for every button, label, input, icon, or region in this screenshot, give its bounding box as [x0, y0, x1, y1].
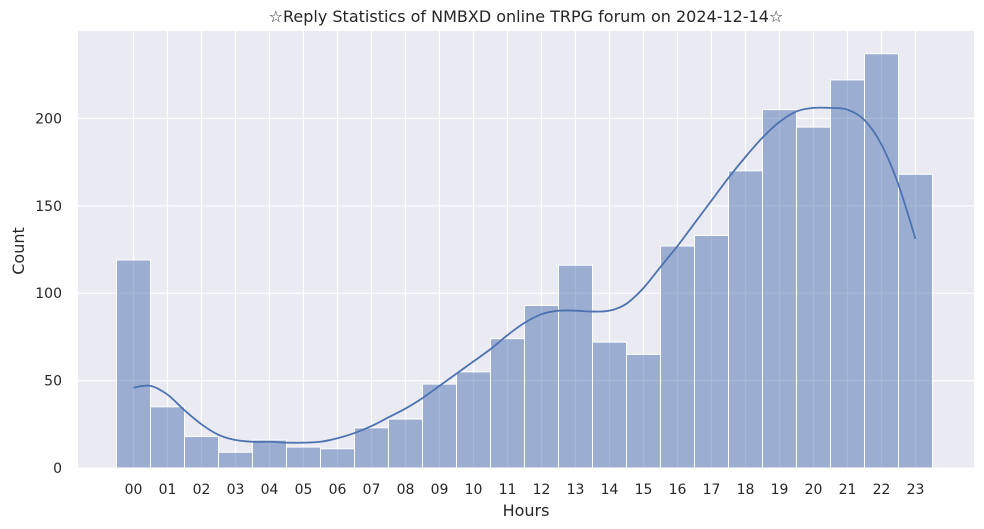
bar-01 — [150, 406, 185, 469]
x-tick-08: 08 — [397, 482, 415, 498]
kde-curve — [133, 106, 917, 444]
x-tick-07: 07 — [363, 482, 381, 498]
bar-04 — [252, 439, 287, 469]
bar-22 — [864, 53, 899, 469]
bar-18 — [728, 170, 763, 469]
x-tick-21: 21 — [839, 482, 857, 498]
y-tick-50: 50 — [44, 374, 62, 390]
bar-15 — [626, 353, 661, 469]
bar-06 — [320, 448, 355, 469]
histogram-bars — [116, 53, 933, 469]
x-tick-20: 20 — [805, 482, 823, 498]
x-tick-17: 17 — [703, 482, 721, 498]
chart-title: ☆Reply Statistics of NMBXD online TRPG f… — [269, 7, 784, 26]
x-tick-02: 02 — [193, 482, 211, 498]
bar-00 — [116, 259, 151, 469]
x-tick-03: 03 — [227, 482, 245, 498]
bar-02 — [184, 436, 219, 469]
x-tick-19: 19 — [771, 482, 789, 498]
bar-16 — [660, 245, 695, 469]
x-tick-23: 23 — [907, 482, 925, 498]
x-tick-09: 09 — [431, 482, 449, 498]
bar-12 — [524, 304, 559, 469]
x-tick-11: 11 — [499, 482, 517, 498]
x-tick-12: 12 — [533, 482, 551, 498]
y-axis-label: Count — [9, 227, 28, 275]
x-tick-06: 06 — [329, 482, 347, 498]
bar-03 — [218, 451, 253, 469]
bar-14 — [592, 341, 627, 469]
y-tick-0: 0 — [53, 461, 62, 477]
bar-17 — [694, 235, 729, 469]
bar-11 — [490, 338, 525, 469]
x-tick-00: 00 — [125, 482, 143, 498]
bar-09 — [422, 383, 457, 469]
x-tick-04: 04 — [261, 482, 279, 498]
bar-05 — [286, 446, 321, 469]
y-tick-200: 200 — [35, 111, 62, 127]
bar-19 — [762, 109, 797, 469]
x-tick-05: 05 — [295, 482, 313, 498]
bar-08 — [388, 418, 423, 469]
x-tick-18: 18 — [737, 482, 755, 498]
x-tick-labels: 00 01 02 03 04 05 06 07 08 09 10 11 12 13 14 15 16 17 18 19… — [125, 482, 925, 498]
x-tick-16: 16 — [669, 482, 687, 498]
bar-13 — [558, 264, 593, 469]
bar-07 — [354, 427, 389, 469]
x-tick-14: 14 — [601, 482, 619, 498]
x-tick-22: 22 — [873, 482, 891, 498]
bar-23 — [898, 173, 933, 469]
bar-10 — [456, 371, 491, 469]
bar-21 — [830, 79, 865, 469]
x-tick-10: 10 — [465, 482, 483, 498]
x-tick-15: 15 — [635, 482, 653, 498]
y-tick-labels: 0 50 100 150 200 — [35, 111, 62, 477]
x-axis-label: Hours — [503, 501, 550, 520]
x-tick-01: 01 — [159, 482, 177, 498]
y-tick-150: 150 — [35, 199, 62, 215]
y-tick-100: 100 — [35, 286, 62, 302]
x-tick-13: 13 — [567, 482, 585, 498]
bar-20 — [796, 126, 831, 469]
